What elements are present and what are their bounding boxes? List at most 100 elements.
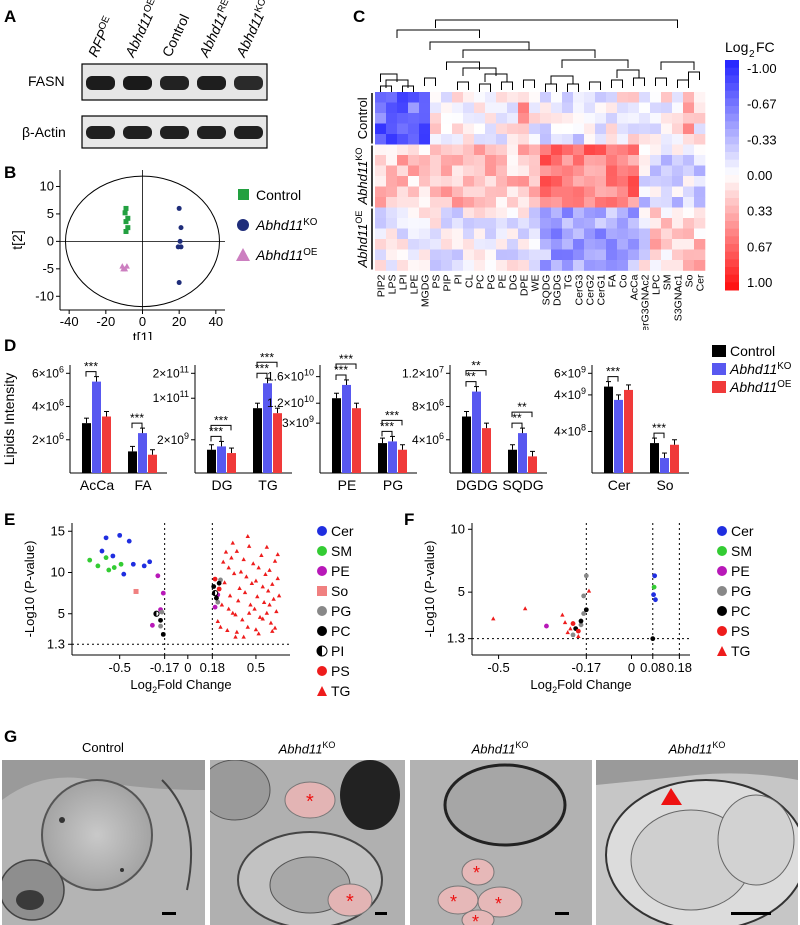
significance-bracket: [335, 363, 357, 369]
em-image-ko-1: * *: [210, 760, 405, 925]
volcano-point-half: [212, 590, 216, 596]
heatmap-cell: [441, 165, 453, 177]
heatmap-cell: [595, 218, 607, 229]
dendrogram-branch: [429, 41, 530, 50]
heatmap-cell: [397, 207, 409, 219]
bar: [253, 408, 262, 473]
panel-label-e: E: [4, 510, 15, 529]
blot-column-label: Control: [159, 12, 193, 60]
heatmap-cell: [463, 249, 475, 261]
heatmap-cell: [386, 260, 398, 271]
y-tick-label: 2×106: [32, 431, 64, 447]
heatmap-cell: [584, 144, 596, 156]
heatmap-cell: [584, 197, 596, 208]
heatmap-cell: [386, 176, 398, 187]
heatmap-column-label: DPE: [519, 275, 531, 297]
x-category-label: DG: [212, 477, 233, 493]
legend-label: TG: [331, 683, 350, 699]
heatmap-cell: [496, 144, 508, 156]
heatmap-cell: [452, 249, 464, 261]
fasn-band: [197, 76, 226, 90]
volcano-point: [568, 626, 573, 631]
legend-label: PE: [731, 563, 750, 579]
heatmap-column-label: LPC: [651, 274, 663, 295]
heatmap-cell: [694, 165, 706, 177]
heatmap-cell: [672, 228, 684, 240]
heatmap-column-label: PIP2: [376, 274, 388, 297]
colorbar-segment: [725, 90, 739, 99]
heatmap-cell: [408, 197, 420, 208]
heatmap-cell: [551, 249, 563, 261]
heatmap-cell: [463, 197, 475, 208]
heatmap-cell: [452, 102, 464, 114]
volcano-point: [276, 593, 282, 598]
heatmap-cell: [375, 176, 387, 187]
heatmap-cell: [540, 239, 552, 250]
heatmap-cell: [518, 239, 530, 250]
heatmap-cell: [672, 260, 684, 271]
heatmap-cell: [430, 197, 442, 208]
heatmap-cell: [562, 260, 574, 271]
heatmap-cell: [441, 92, 453, 103]
heatmap-cell: [529, 186, 541, 198]
colorbar-segment: [725, 267, 739, 276]
legend-label: PG: [731, 583, 751, 599]
colorbar-segment: [725, 190, 739, 199]
volcano-point: [241, 634, 246, 639]
heatmap-cell: [573, 260, 585, 271]
heatmap-cell: [474, 134, 486, 145]
pca-point: [178, 225, 184, 231]
volcano-point: [263, 571, 268, 576]
fasn-band: [123, 76, 152, 90]
x-tick-label: 0: [184, 660, 191, 675]
heatmap-cell: [573, 228, 585, 240]
colorbar-segment: [725, 136, 739, 145]
x-tick-label: -0.5: [108, 660, 130, 675]
heatmap-cell: [606, 92, 618, 103]
volcano-point: [249, 581, 255, 586]
heatmap-cell: [573, 249, 585, 261]
actin-band: [197, 126, 226, 139]
heatmap-cell: [507, 197, 519, 208]
heatmap-cell: [573, 134, 585, 145]
pca-point: [125, 215, 131, 221]
volcano-point: [160, 631, 166, 637]
significance-bracket: [381, 430, 393, 437]
heatmap-cell: [562, 176, 574, 187]
heatmap-cell: [694, 144, 706, 156]
heatmap-cell: [397, 176, 409, 187]
group-label: Control: [355, 97, 370, 139]
heatmap-cell: [551, 228, 563, 240]
lipid-droplet-marker: *: [495, 894, 502, 914]
heatmap-cell: [419, 144, 431, 156]
x-category-label: DGDG: [456, 477, 498, 493]
heatmap-cell: [397, 155, 409, 166]
colorbar-tick-label: 0.33: [747, 204, 772, 219]
significance-stars: **: [512, 411, 522, 425]
heatmap-cell: [694, 207, 706, 219]
volcano-point: [133, 588, 139, 594]
heatmap-cell: [672, 113, 684, 124]
heatmap-column-label: CerG1: [596, 274, 608, 305]
heatmap-cell: [628, 260, 640, 271]
heatmap-cell: [540, 207, 552, 219]
heatmap-cell: [562, 165, 574, 177]
legend-marker: [717, 546, 727, 556]
colorbar-segment: [725, 121, 739, 130]
heatmap-cell: [397, 239, 409, 250]
heatmap-cell: [375, 92, 387, 103]
heatmap-cell: [386, 239, 398, 250]
heatmap-cell: [419, 123, 431, 135]
heatmap-cell: [397, 144, 409, 156]
heatmap-cell: [584, 260, 596, 271]
y-tick-label: 1.6×1010: [267, 368, 314, 384]
legend-label: Abhd11KO: [729, 361, 792, 377]
heatmap-cell: [628, 239, 640, 250]
colorbar-segment: [725, 106, 739, 115]
heatmap-cell: [507, 228, 519, 240]
heatmap-cell: [661, 186, 673, 198]
significance-stars: ***: [380, 419, 394, 433]
heatmap-cell: [639, 197, 651, 208]
heatmap-cell: [430, 186, 442, 198]
